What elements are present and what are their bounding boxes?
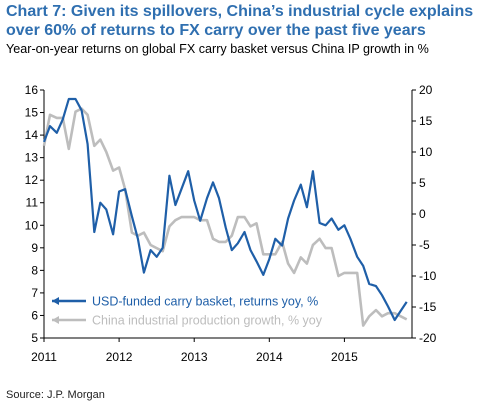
right-tick-label: -20 — [419, 331, 437, 345]
x-tick-label: 2011 — [31, 350, 57, 364]
x-tick-label: 2012 — [106, 350, 133, 364]
legend-swatch-arrow — [52, 297, 59, 305]
legend-label: China industrial production growth, % yo… — [92, 314, 323, 328]
series-lines — [42, 97, 408, 327]
chart-title: Chart 7: Given its spillovers, China’s i… — [6, 3, 474, 39]
left-tick-label: 12 — [25, 173, 39, 187]
left-tick-label: 13 — [25, 151, 39, 165]
left-tick-label: 5 — [31, 331, 38, 345]
chart-subtitle: Year-on-year returns on global FX carry … — [6, 42, 429, 56]
left-tick-label: 16 — [25, 83, 39, 97]
left-tick-label: 15 — [25, 106, 39, 120]
left-tick-label: 11 — [26, 196, 39, 210]
left-tick-label: 8 — [31, 263, 38, 277]
legend-swatch-arrow — [52, 316, 59, 324]
x-tick-label: 2013 — [181, 350, 208, 364]
right-tick-label: 5 — [419, 176, 426, 190]
source-note: Source: J.P. Morgan — [6, 389, 105, 401]
legend-label: USD-funded carry basket, returns yoy, % — [92, 295, 318, 309]
right-tick-label: 20 — [419, 83, 433, 97]
left-tick-label: 14 — [25, 128, 39, 142]
left-tick-label: 6 — [31, 308, 38, 322]
ip-series-line — [42, 107, 408, 327]
right-tick-label: -10 — [419, 269, 437, 283]
right-tick-label: 15 — [419, 114, 433, 128]
right-tick-label: -5 — [419, 238, 430, 252]
axes: 5 6 7 8 9 10 11 12 13 14 15 16 -20 -15 -10 -5 0 5 10 15 20 20… — [25, 83, 437, 364]
legend: USD-funded carry basket, returns yoy, % C… — [52, 295, 323, 328]
right-tick-label: 0 — [419, 207, 426, 221]
left-tick-label: 9 — [31, 241, 38, 255]
right-tick-label: -15 — [419, 300, 437, 314]
right-tick-label: 10 — [419, 145, 433, 159]
x-tick-label: 2015 — [331, 350, 358, 364]
x-tick-label: 2014 — [256, 350, 283, 364]
left-tick-label: 7 — [31, 286, 38, 300]
left-tick-label: 10 — [25, 218, 39, 232]
carry-series-line — [42, 97, 408, 322]
